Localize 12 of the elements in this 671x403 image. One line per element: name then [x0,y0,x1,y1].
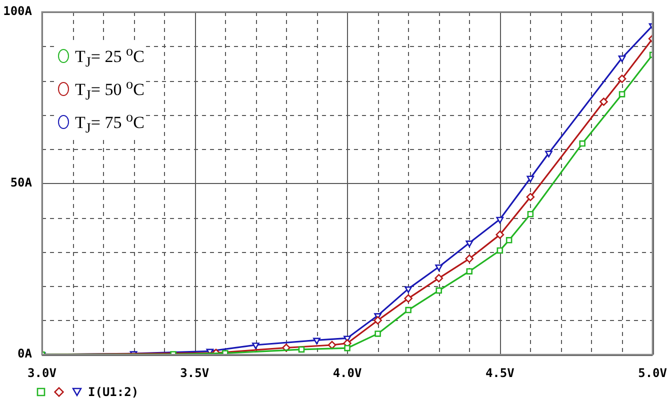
legend-label: T$_{J}$= 75 $^{o}$C [75,109,144,136]
y-tick-label: 50A [10,175,33,190]
legend-label: T$_{J}$= 25 $^{o}$C [75,43,144,70]
y-tick-label: 100A [3,4,33,18]
text: I(U1:2) [88,385,139,399]
x-tick-label: 4.5V [485,366,514,380]
x-tick-label: 3.0V [28,366,56,380]
x-tick-label: 5.0V [638,366,668,380]
x-tick-label: 3.5V [180,366,210,380]
y-tick-label: 0A [18,346,33,361]
legend-label: T$_{J}$= 50 $^{o}$C [75,76,144,104]
x-tick-label: 4.0V [332,366,362,380]
